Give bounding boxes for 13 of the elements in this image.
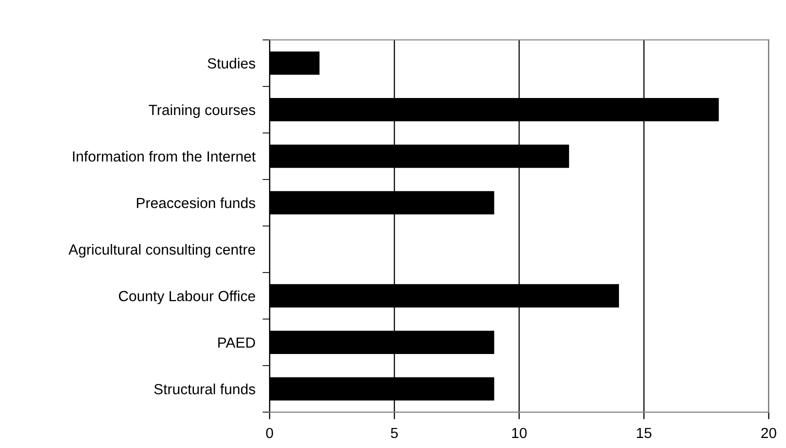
y-tick-label: Agricultural consulting centre — [68, 244, 256, 258]
y-tick-label: Studies — [208, 58, 256, 69]
x-tick-label: 15 — [636, 428, 652, 438]
y-tick-label: County Labour Office — [118, 290, 256, 304]
x-tick-label: 0 — [266, 428, 274, 438]
y-tick-label: Preaccesion funds — [136, 197, 256, 208]
x-tick-label: 5 — [390, 428, 398, 438]
x-tick-label: 10 — [512, 428, 527, 438]
y-tick-label: PAED — [218, 338, 256, 348]
y-tick-label: Training courses — [148, 104, 256, 118]
y-tick-label: Information from the Internet — [73, 150, 256, 162]
y-tick-label: Structural funds — [154, 384, 256, 394]
x-tick-label: 20 — [761, 428, 776, 438]
